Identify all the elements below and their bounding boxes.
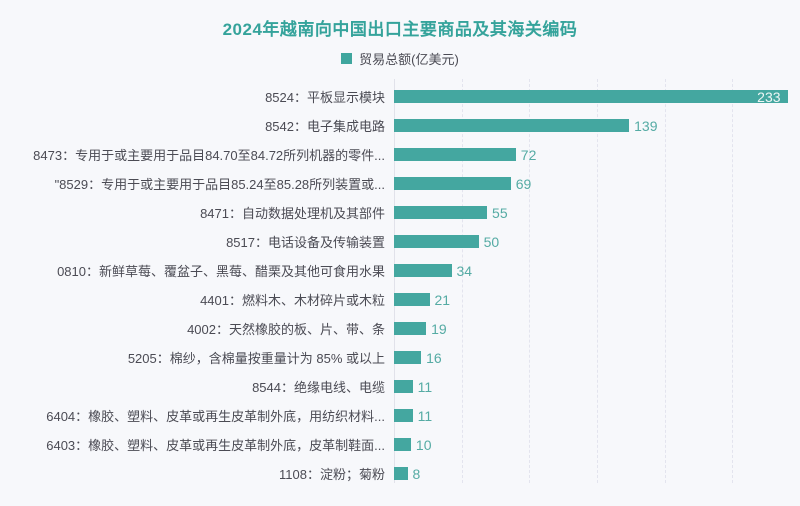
category-label: 8542：电子集成电路 (265, 119, 385, 134)
legend-swatch-icon (341, 53, 353, 64)
bar (394, 235, 479, 248)
category-label: 6404：橡胶、塑料、皮革或再生皮革制外底，用纺织材料... (46, 409, 385, 424)
plot-area: 19 (394, 314, 800, 343)
plot-area: 16 (394, 343, 800, 372)
value-label: 11 (417, 378, 433, 395)
value-label: 11 (417, 407, 433, 424)
category-label: 1108：淀粉；菊粉 (279, 467, 385, 482)
legend-label: 贸易总额(亿美元) (359, 52, 459, 67)
bar-chart: 8524：平板显示模块 233 8542：电子集成电路 139 8473：专用于… (0, 79, 800, 488)
value-label: 72 (520, 146, 537, 163)
plot-area: 50 (394, 227, 800, 256)
value-label: 19 (431, 320, 447, 337)
bar (394, 322, 427, 335)
bar-row: 8473：专用于或主要用于品目84.70至84.72所列机器的零件... 72 (0, 140, 800, 169)
category-label: 0810：新鲜草莓、覆盆子、黑莓、醋栗及其他可食用水果 (57, 264, 385, 279)
bar-row: 8524：平板显示模块 233 (0, 82, 800, 111)
bar-row: 6404：橡胶、塑料、皮革或再生皮革制外底，用纺织材料... 11 (0, 401, 800, 430)
plot-area: 11 (394, 372, 800, 401)
category-label: 8517：电话设备及传输装置 (226, 235, 385, 250)
value-label: 34 (456, 262, 473, 279)
bar (394, 438, 411, 451)
plot-area: 72 (394, 140, 800, 169)
bar-row: 4002：天然橡胶的板、片、带、条 19 (0, 314, 800, 343)
value-label: 10 (415, 436, 432, 453)
bar (394, 206, 488, 219)
category-label: "8529：专用于或主要用于品目85.24至85.28所列装置或... (54, 177, 385, 192)
bar-row: 6403：橡胶、塑料、皮革或再生皮革制外底，皮革制鞋面... 10 (0, 430, 800, 459)
category-label: 4002：天然橡胶的板、片、带、条 (187, 322, 385, 337)
bar-row: 0810：新鲜草莓、覆盆子、黑莓、醋栗及其他可食用水果 34 (0, 256, 800, 285)
bar (394, 351, 422, 364)
value-label: 233 (757, 88, 781, 105)
plot-area: 34 (394, 256, 800, 285)
value-label: 55 (492, 204, 508, 221)
category-label: 8471：自动数据处理机及其部件 (200, 206, 385, 221)
bar-row: 5205：棉纱，含棉量按重量计为 85% 或以上 16 (0, 343, 800, 372)
category-label: 8544：绝缘电线、电缆 (252, 380, 385, 395)
bar (394, 264, 452, 277)
value-label: 50 (483, 233, 500, 250)
value-label: 16 (426, 349, 442, 366)
category-label: 8473：专用于或主要用于品目84.70至84.72所列机器的零件... (33, 148, 385, 163)
category-label: 4401：燃料木、木材碎片或木粒 (200, 293, 385, 308)
bar (394, 177, 511, 190)
plot-area: 11 (394, 401, 800, 430)
bar-row: 4401：燃料木、木材碎片或木粒 21 (0, 285, 800, 314)
value-label: 8 (412, 465, 421, 482)
bar-row: 8542：电子集成电路 139 (0, 111, 800, 140)
category-label: 5205：棉纱，含棉量按重量计为 85% 或以上 (127, 351, 385, 366)
bar-row: 8471：自动数据处理机及其部件 55 (0, 198, 800, 227)
plot-area: 55 (394, 198, 800, 227)
plot-area: 10 (394, 430, 800, 459)
bar (394, 380, 413, 393)
bar-row: 1108：淀粉；菊粉 8 (0, 459, 800, 488)
chart-title: 2024年越南向中国出口主要商品及其海关编码 (222, 20, 578, 39)
plot-area: 21 (394, 285, 800, 314)
category-label: 6403：橡胶、塑料、皮革或再生皮革制外底，皮革制鞋面... (46, 438, 385, 453)
plot-area: 8 (394, 459, 800, 488)
bar (394, 467, 408, 480)
category-label: 8524：平板显示模块 (265, 90, 385, 105)
bar (394, 409, 413, 422)
bar (394, 148, 516, 161)
bar-row: 8517：电话设备及传输装置 50 (0, 227, 800, 256)
bar (394, 293, 430, 306)
legend: 贸易总额(亿美元) (0, 49, 800, 68)
plot-area: 139 (394, 111, 800, 140)
value-label: 21 (434, 291, 451, 308)
plot-area: 233 (394, 82, 800, 111)
plot-area: 69 (394, 169, 800, 198)
bar-rows: 8524：平板显示模块 233 8542：电子集成电路 139 8473：专用于… (0, 82, 800, 488)
bar (394, 90, 789, 103)
value-label: 139 (634, 117, 658, 134)
bar-row: 8544：绝缘电线、电缆 11 (0, 372, 800, 401)
bar-row: "8529：专用于或主要用于品目85.24至85.28所列装置或... 69 (0, 169, 800, 198)
value-label: 69 (515, 175, 532, 192)
bar (394, 119, 630, 132)
